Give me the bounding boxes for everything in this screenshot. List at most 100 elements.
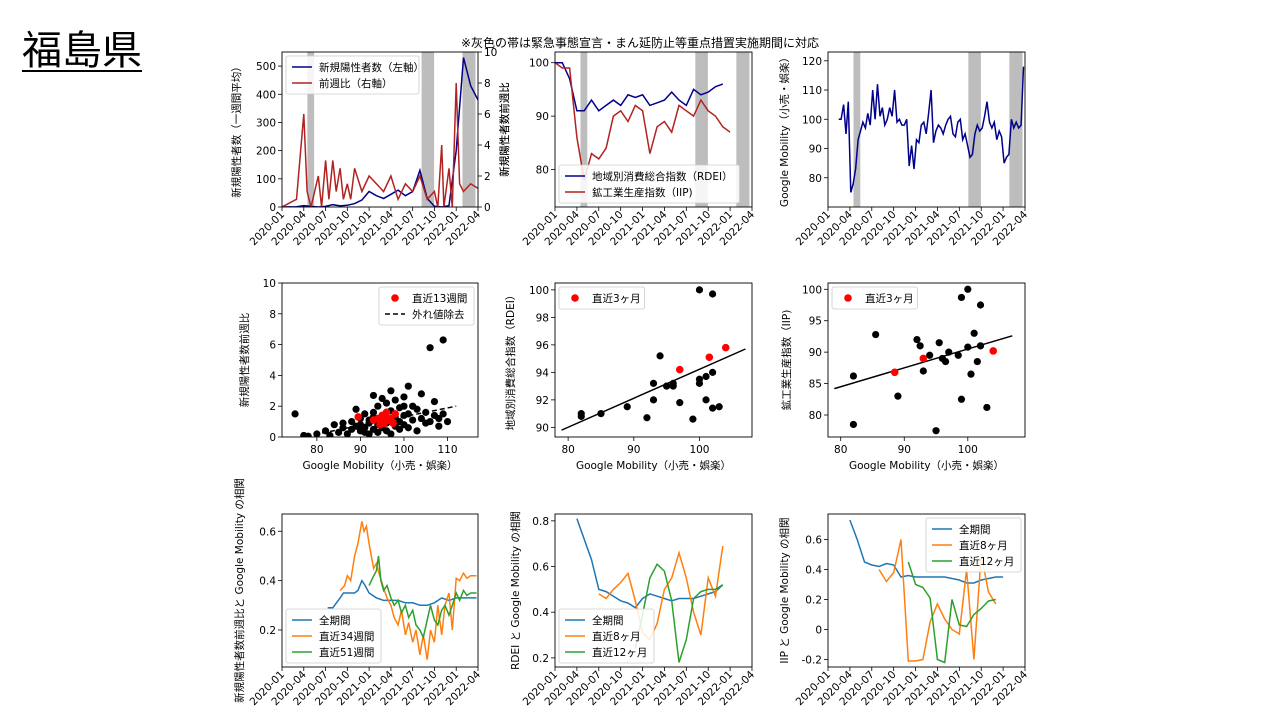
legend: 直近3ヶ月	[831, 286, 918, 310]
y2-tick-label: 8	[484, 78, 491, 90]
y-tick-label: 92	[536, 395, 549, 407]
series-line-2	[598, 545, 724, 641]
series-line-2	[878, 539, 997, 662]
y-axis-label: 新規陽性者数（一週間平均）	[230, 61, 243, 198]
y-tick-label: 100	[529, 285, 549, 297]
scatter-point	[404, 410, 412, 418]
scatter-point	[291, 410, 299, 418]
scatter-point	[954, 351, 962, 359]
scatter-point	[941, 357, 950, 366]
y-axis-label: 地域別消費総合指数（RDEI）	[504, 290, 517, 431]
y-tick-label: 0.6	[259, 526, 276, 538]
scatter-point	[361, 410, 369, 418]
scatter-point	[400, 402, 408, 410]
y-tick-label: 500	[256, 61, 276, 73]
y-tick-label: 0	[269, 202, 276, 214]
y-tick-label: 2	[269, 401, 276, 413]
scatter-point	[849, 420, 858, 429]
emergency-band-3	[462, 52, 476, 207]
scatter-point	[849, 372, 858, 380]
y-tick-label: 0	[815, 625, 822, 637]
highlight-point	[721, 343, 730, 352]
scatter-point	[330, 421, 338, 429]
scatter-point	[695, 286, 704, 294]
highlight-point	[675, 365, 684, 374]
scatter-point	[439, 410, 447, 418]
y-tick-label: 400	[256, 89, 276, 101]
scatter-point	[387, 430, 395, 437]
chart-corr_rdei: 0.20.40.60.82020-012020-042020-072020-10…	[509, 511, 757, 708]
y-tick-label: 0.4	[532, 607, 549, 619]
legend-box	[925, 517, 1022, 573]
chart-rdei_iip: 80901002020-012020-042020-072020-102021-…	[498, 51, 757, 248]
axes-frame	[281, 513, 479, 668]
axes-frame	[827, 513, 1026, 668]
scatter-point	[649, 396, 658, 404]
scatter-point	[577, 412, 585, 420]
chart-scatter_rdei: 90 92 94 96 98 100 80 90 100 Google Mobility（小売・娯…	[504, 282, 753, 472]
scatter-point	[973, 357, 981, 366]
legend-label: 地域別消費総合指数（RDEI）	[592, 170, 733, 183]
chart-cases: 010020030040050002468102020-012020-04202…	[230, 47, 511, 248]
legend-label: 全期間	[592, 614, 624, 627]
y-tick-label: 0.4	[259, 576, 276, 588]
y-tick-label: 300	[256, 117, 276, 129]
y-tick-label: 10	[263, 278, 276, 290]
axes-frame	[554, 513, 753, 668]
scatter-point	[695, 375, 704, 383]
x-tick-label: 90	[898, 444, 911, 456]
axes-frame	[554, 51, 753, 208]
series-line-1	[327, 578, 477, 609]
scatter-point	[872, 330, 880, 339]
legend-label: 直近51週間	[319, 646, 374, 659]
emergency-band-3	[1009, 52, 1023, 207]
legend-marker	[844, 294, 852, 302]
x-tick-label: 80	[310, 444, 323, 456]
legend: 地域別消費総合指数（RDEI） 鉱工業生産指数（IIP)	[558, 164, 740, 204]
legend-marker	[571, 294, 579, 302]
y-tick-label: 100	[802, 114, 822, 126]
y2-tick-label: 10	[484, 47, 497, 59]
y-tick-label: 0.6	[805, 535, 822, 547]
chart-scatter_iip: 80 85 90 95 100 80 90 100 Google Mobility（小売・娯楽）…	[780, 282, 1026, 472]
y-tick-label: 98	[536, 312, 549, 324]
scatter-point	[409, 416, 417, 424]
scatter-point	[326, 431, 334, 437]
scatter-point	[430, 397, 439, 406]
scatter-point	[369, 391, 378, 400]
y-tick-label: 90	[809, 347, 822, 359]
highlight-point	[890, 368, 899, 377]
scatter-point	[417, 414, 425, 423]
legend-label: 新規陽性者数（左軸）	[319, 61, 424, 74]
scatter-point	[387, 387, 395, 395]
y-tick-label: 8	[269, 309, 276, 321]
scatter-point	[702, 396, 710, 404]
plot-area	[838, 52, 1025, 207]
legend-marker	[391, 294, 399, 302]
highlight-point	[391, 410, 400, 418]
y-tick-label: 0.8	[532, 516, 549, 528]
scatter-point	[413, 427, 421, 435]
scatter-point	[649, 379, 658, 387]
legend-label: 直近12ヶ月	[592, 646, 647, 659]
y-tick-label: 0.2	[532, 653, 549, 665]
highlight-point	[705, 353, 714, 362]
legend-box	[285, 608, 382, 664]
legend-label: 直近13週間	[412, 292, 467, 305]
y-tick-label: 120	[802, 56, 822, 68]
scatter-point	[443, 418, 452, 426]
emergency-band-1	[307, 52, 315, 207]
scatter-point	[361, 424, 369, 432]
y-tick-label: 80	[809, 410, 822, 422]
scatter-point	[417, 390, 425, 398]
y-axis-label: 新規陽性者数前週比	[498, 82, 511, 177]
scatter-point	[435, 414, 443, 423]
y2-tick-label: 4	[484, 140, 491, 152]
emergency-band-2	[421, 52, 435, 207]
series-line-1	[576, 518, 724, 609]
legend-label: 全期間	[959, 523, 991, 536]
y2-axis-label: 新規陽性者数前週比	[498, 82, 511, 177]
chart-scatter_cases: 0 2 4 6 8 10 80 90 100 110 Google Mobility（小売・娯楽） 新…	[238, 278, 479, 472]
scatter-point	[435, 422, 443, 430]
